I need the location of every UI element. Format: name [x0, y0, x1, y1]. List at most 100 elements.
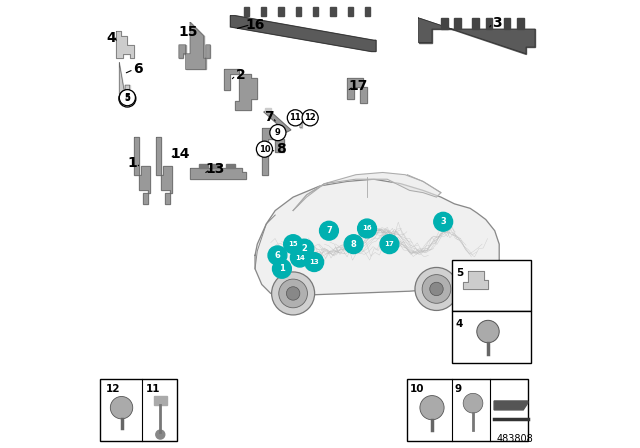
Circle shape — [380, 235, 399, 254]
Circle shape — [463, 393, 483, 413]
Polygon shape — [255, 179, 499, 296]
Bar — [407, 379, 528, 441]
Circle shape — [270, 125, 286, 141]
Text: 12: 12 — [304, 113, 316, 122]
Circle shape — [284, 235, 303, 254]
Text: 7: 7 — [264, 110, 273, 125]
Polygon shape — [264, 110, 291, 132]
Text: 4: 4 — [106, 31, 116, 45]
Text: 13: 13 — [309, 259, 319, 265]
Polygon shape — [230, 16, 376, 52]
Polygon shape — [313, 7, 318, 16]
Text: 483808: 483808 — [497, 434, 533, 444]
Polygon shape — [517, 18, 524, 29]
Circle shape — [434, 212, 452, 231]
Polygon shape — [224, 69, 257, 110]
Polygon shape — [261, 7, 266, 16]
Text: 5: 5 — [456, 268, 463, 278]
Circle shape — [110, 396, 132, 419]
Bar — [452, 260, 531, 311]
Bar — [100, 379, 177, 441]
Polygon shape — [504, 18, 511, 29]
Text: 16: 16 — [245, 17, 265, 32]
Text: 17: 17 — [348, 79, 368, 94]
Polygon shape — [441, 18, 448, 29]
Circle shape — [287, 287, 300, 300]
Circle shape — [291, 248, 309, 267]
Circle shape — [415, 267, 458, 310]
Polygon shape — [293, 172, 441, 211]
Polygon shape — [494, 401, 528, 410]
Text: 16: 16 — [362, 225, 372, 232]
Text: 8: 8 — [351, 240, 356, 249]
Polygon shape — [179, 22, 210, 69]
Text: 2: 2 — [236, 68, 245, 82]
Circle shape — [271, 272, 315, 315]
Circle shape — [477, 320, 499, 343]
Polygon shape — [365, 7, 370, 16]
Polygon shape — [154, 396, 167, 405]
Circle shape — [420, 396, 444, 420]
Text: 10: 10 — [259, 145, 270, 154]
Polygon shape — [262, 128, 284, 175]
Text: 3: 3 — [440, 217, 446, 226]
Text: 7: 7 — [326, 226, 332, 235]
Polygon shape — [226, 164, 235, 168]
Polygon shape — [278, 7, 284, 16]
Text: 15: 15 — [288, 241, 298, 247]
Polygon shape — [119, 63, 130, 103]
Circle shape — [422, 275, 451, 303]
Polygon shape — [257, 146, 264, 155]
Polygon shape — [244, 7, 249, 16]
Text: 2: 2 — [301, 244, 307, 253]
Text: 5: 5 — [124, 94, 131, 103]
Circle shape — [344, 235, 363, 254]
Text: 5: 5 — [124, 93, 131, 102]
Text: 17: 17 — [385, 241, 394, 247]
Text: 1: 1 — [128, 155, 138, 170]
Text: 15: 15 — [178, 25, 198, 39]
Polygon shape — [347, 78, 367, 103]
Text: 10: 10 — [410, 384, 424, 394]
Text: 11: 11 — [146, 384, 161, 394]
Circle shape — [305, 253, 324, 271]
Circle shape — [279, 279, 307, 308]
Text: 4: 4 — [456, 319, 463, 329]
Circle shape — [268, 246, 287, 265]
Circle shape — [273, 259, 291, 278]
Polygon shape — [348, 7, 353, 16]
Circle shape — [302, 110, 318, 126]
Polygon shape — [212, 164, 221, 168]
Text: 8: 8 — [276, 142, 285, 156]
Circle shape — [119, 90, 136, 106]
Text: 13: 13 — [205, 162, 225, 177]
Polygon shape — [419, 18, 535, 54]
Circle shape — [287, 110, 303, 126]
Text: 1: 1 — [279, 264, 285, 273]
Polygon shape — [330, 7, 335, 16]
Circle shape — [295, 239, 314, 258]
Text: 6: 6 — [275, 251, 280, 260]
Polygon shape — [266, 108, 271, 112]
Circle shape — [156, 430, 164, 439]
Polygon shape — [275, 132, 282, 139]
Text: 9: 9 — [275, 128, 281, 137]
Text: 9: 9 — [454, 384, 461, 394]
Polygon shape — [486, 18, 493, 29]
Text: 11: 11 — [289, 113, 301, 122]
Text: 14: 14 — [170, 146, 189, 161]
Circle shape — [430, 282, 444, 296]
Text: 12: 12 — [106, 384, 120, 394]
Polygon shape — [199, 164, 208, 168]
Bar — [452, 311, 531, 363]
Text: 6: 6 — [133, 62, 143, 77]
Circle shape — [319, 221, 339, 240]
Circle shape — [119, 90, 136, 107]
Polygon shape — [190, 168, 246, 179]
Polygon shape — [472, 18, 479, 29]
Polygon shape — [116, 31, 134, 58]
Polygon shape — [134, 137, 150, 204]
Polygon shape — [157, 137, 172, 204]
Polygon shape — [296, 7, 301, 16]
Polygon shape — [454, 18, 461, 29]
